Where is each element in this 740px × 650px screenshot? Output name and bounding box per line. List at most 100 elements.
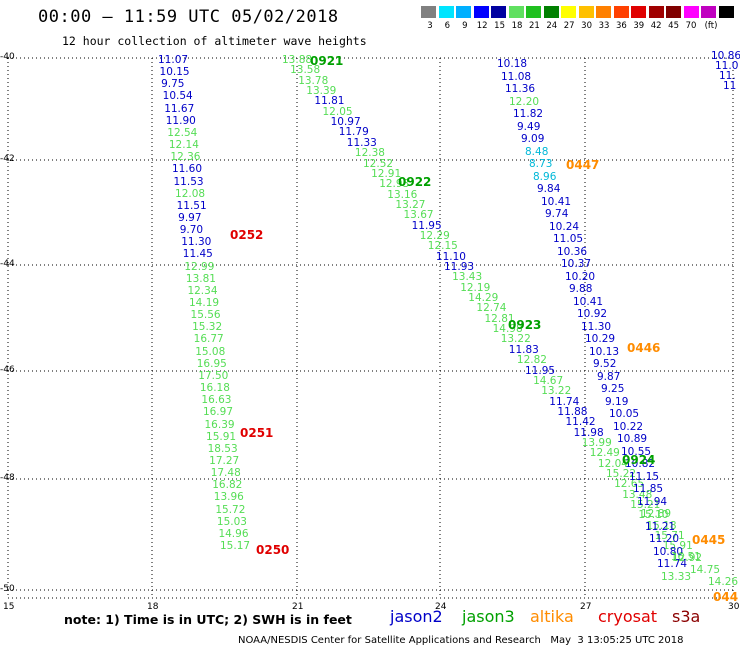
wave-value: 15.08 (195, 345, 226, 358)
legend-item-s3a: s3a (672, 607, 701, 626)
wave-value: 14.75 (690, 564, 721, 576)
track-time-label: 0252 (230, 228, 264, 242)
wave-value: 15.17 (220, 540, 251, 552)
scale-swatch (718, 6, 734, 18)
scale-swatch (491, 6, 506, 18)
scale-swatch (473, 6, 489, 18)
wave-value: 14.96 (218, 527, 249, 540)
wave-value: 10.29 (585, 333, 616, 345)
wave-value: 10.05 (609, 408, 640, 420)
wave-value: 9.52 (593, 358, 617, 370)
wave-value: 9.75 (161, 78, 185, 91)
wave-value: 11.08 (501, 70, 532, 83)
wave-value: 11.98 (573, 426, 604, 439)
wave-value: 13.43 (452, 271, 483, 284)
wave-value: 11.82 (513, 108, 544, 120)
scale-swatch (683, 6, 699, 18)
wave-value: 11.42 (565, 416, 596, 429)
wave-value: 9.87 (597, 370, 621, 383)
wave-value: 9.74 (545, 208, 569, 220)
wave-value: 15.91 (662, 540, 693, 553)
wave-value: 12.36 (170, 151, 201, 164)
wave-value: 9.09 (521, 133, 545, 145)
wave-value: 11.94 (637, 495, 668, 508)
wave-value: 15.71 (654, 530, 685, 543)
wave-value: 12.93 (379, 178, 410, 191)
wave-value: 10.36 (557, 245, 588, 258)
wave-value: 16.63 (201, 394, 232, 407)
wave-value: 10.41 (541, 195, 572, 208)
wave-value: 12.08 (175, 187, 206, 200)
page-title: 00:00 – 11:59 UTC 05/02/2018 (38, 7, 339, 27)
wave-value: 10.80 (653, 545, 684, 558)
wave-value: 15.56 (190, 309, 221, 322)
lat-label: -48 (0, 473, 15, 483)
wave-value: 10.92 (577, 308, 608, 320)
wave-value: 11.45 (182, 248, 213, 261)
wave-value: 12.89 (641, 508, 672, 520)
wave-value: 12.92 (672, 552, 703, 564)
wave-value: 11.74 (549, 395, 580, 408)
wave-value: 11.83 (508, 343, 539, 356)
wave-value: 16.39 (204, 418, 235, 431)
wave-value: 11.20 (649, 533, 680, 545)
track-time-label: 0923 (508, 318, 542, 332)
scale-label: 9 (462, 21, 468, 31)
wave-value: 10.15 (159, 66, 190, 79)
wave-value: 10.20 (565, 270, 596, 283)
scale-label: 36 (615, 21, 627, 31)
wave-value: 15.18 (646, 519, 677, 532)
wave-value: 11.36 (505, 83, 536, 95)
wave-value: 13.81 (185, 272, 216, 285)
wave-value: 12.15 (427, 240, 458, 253)
track-time-label: 0921 (310, 54, 344, 68)
lat-label: -50 (0, 584, 15, 594)
scale-swatch (456, 6, 471, 18)
wave-value: 12.14 (168, 139, 199, 152)
wave-value: 12.74 (476, 302, 507, 315)
lat-label: -46 (0, 365, 15, 375)
wave-value: 11 (723, 80, 737, 92)
scale-swatch (613, 6, 629, 18)
scale-swatch (526, 6, 541, 18)
wave-value: 9.49 (517, 120, 541, 133)
wave-value: 12.82 (516, 354, 547, 367)
wave-value: 8.48 (525, 145, 549, 158)
scale-label: 24 (546, 21, 558, 31)
wave-value: 10.54 (162, 90, 193, 103)
scale-label: 45 (668, 21, 679, 31)
lon-label: 21 (292, 602, 304, 612)
lon-label: 18 (147, 602, 159, 612)
wave-value: 11.79 (338, 126, 369, 139)
wave-value: 16.77 (193, 333, 224, 346)
scale-label: 6 (444, 21, 451, 31)
wave-value: 13.67 (403, 209, 434, 222)
scale-swatch (421, 6, 436, 18)
wave-value: 16.95 (196, 357, 227, 370)
track-time-label: 0446 (627, 341, 661, 355)
scale-label: 33 (598, 21, 610, 31)
track-time-label: 0922 (398, 175, 432, 189)
wave-value: 9.19 (605, 395, 629, 408)
wave-value: 16.18 (199, 382, 230, 395)
wave-value: 12.54 (167, 126, 198, 139)
wave-value: 13.58 (290, 64, 321, 77)
wave-value: 13.78 (298, 74, 329, 87)
wave-value: 13.22 (541, 385, 572, 398)
wave-value: 11.10 (435, 250, 466, 263)
scale-label: 21 (528, 21, 540, 31)
scale-label: 27 (563, 21, 575, 31)
scale-swatch (666, 6, 681, 18)
scale-swatch (596, 6, 611, 18)
track-time-label: 044 (713, 590, 739, 604)
scale-swatch (648, 6, 664, 18)
page-subtitle: 12 hour collection of altimeter wave hei… (62, 34, 367, 48)
wave-value: 17.27 (209, 454, 240, 467)
wave-value: 13.16 (387, 188, 418, 201)
scale-label: 15 (494, 21, 505, 31)
wave-value: 11.95 (411, 219, 442, 232)
wave-value: 10.24 (549, 220, 580, 233)
wave-value: 10.86 (711, 50, 740, 62)
track-time-label: 0445 (692, 533, 726, 547)
